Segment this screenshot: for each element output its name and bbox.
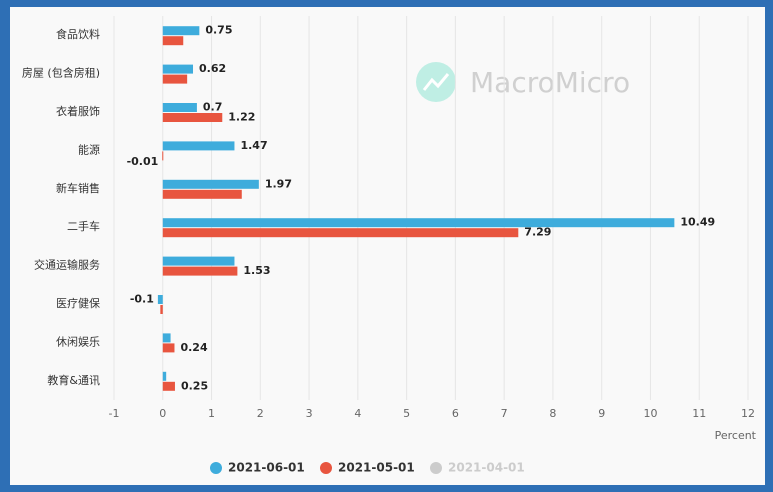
y-tick-label: 新车销售	[56, 181, 100, 195]
y-tick-label: 休闲娱乐	[56, 334, 100, 348]
x-tick-label: 12	[741, 407, 755, 420]
bar	[162, 256, 235, 266]
x-tick-label: 5	[403, 407, 410, 420]
value-label: 1.97	[265, 177, 292, 190]
bar	[160, 305, 163, 314]
value-label: 1.22	[228, 111, 255, 124]
legend-label: 2021-04-01	[448, 461, 525, 475]
panel	[10, 7, 765, 485]
x-tick-label: 4	[354, 407, 361, 420]
value-label: 10.49	[680, 216, 715, 229]
y-tick-label: 教育&通讯	[47, 373, 100, 387]
bar	[162, 228, 519, 238]
x-tick-label: 10	[643, 407, 657, 420]
bar	[162, 266, 238, 276]
bar	[162, 141, 235, 151]
y-tick-label: 二手车	[67, 219, 100, 233]
bar	[162, 189, 242, 199]
watermark: MacroMicro	[470, 66, 630, 99]
x-tick-label: 9	[598, 407, 605, 420]
y-tick-label: 房屋 (包含房租)	[22, 66, 100, 80]
bar	[162, 103, 197, 112]
value-label: 0.24	[180, 341, 207, 354]
x-tick-label: 8	[549, 407, 556, 420]
x-tick-label: 2	[257, 407, 264, 420]
value-label: 1.47	[240, 139, 267, 152]
value-label: -0.1	[130, 293, 154, 306]
value-label: 0.7	[203, 101, 223, 114]
bar	[162, 179, 259, 189]
y-tick-label: 能源	[78, 142, 100, 156]
x-tick-label: 3	[306, 407, 313, 420]
legend-marker	[320, 462, 332, 474]
x-tick-label: 1	[208, 407, 215, 420]
bar	[162, 333, 171, 343]
legend-marker	[210, 462, 222, 474]
bar	[162, 74, 188, 84]
x-axis-label: Percent	[715, 429, 757, 442]
watermark-logo	[416, 62, 456, 102]
bar	[162, 36, 184, 46]
legend-item[interactable]: 2021-05-01	[320, 461, 415, 475]
x-tick-label: 11	[692, 407, 706, 420]
y-tick-label: 食品饮料	[56, 27, 100, 41]
value-label: -0.01	[127, 155, 159, 168]
y-tick-label: 医疗健保	[56, 296, 100, 310]
value-label: 7.29	[524, 226, 551, 239]
x-tick-label: 7	[501, 407, 508, 420]
value-label: 0.75	[205, 24, 232, 37]
x-tick-label: 6	[452, 407, 459, 420]
bar	[162, 113, 223, 122]
bar	[162, 151, 164, 161]
legend-item[interactable]: 2021-06-01	[210, 461, 305, 475]
bar	[162, 64, 194, 74]
value-label: 0.62	[199, 62, 226, 75]
x-tick-label: -1	[109, 407, 120, 420]
value-label: 0.25	[181, 379, 208, 392]
x-tick-label: 0	[159, 407, 166, 420]
bar	[162, 343, 175, 353]
legend-item[interactable]: 2021-04-01	[430, 461, 525, 475]
value-label: 1.53	[243, 264, 270, 277]
bar	[162, 218, 675, 228]
y-tick-label: 衣着服饰	[56, 104, 100, 118]
bar	[162, 26, 200, 36]
bar	[162, 371, 167, 381]
y-tick-label: 交通运输服务	[34, 258, 100, 272]
legend-marker	[430, 462, 442, 474]
bar	[162, 381, 175, 391]
legend-label: 2021-05-01	[338, 461, 415, 475]
legend-label: 2021-06-01	[228, 461, 305, 475]
bar	[157, 295, 163, 304]
